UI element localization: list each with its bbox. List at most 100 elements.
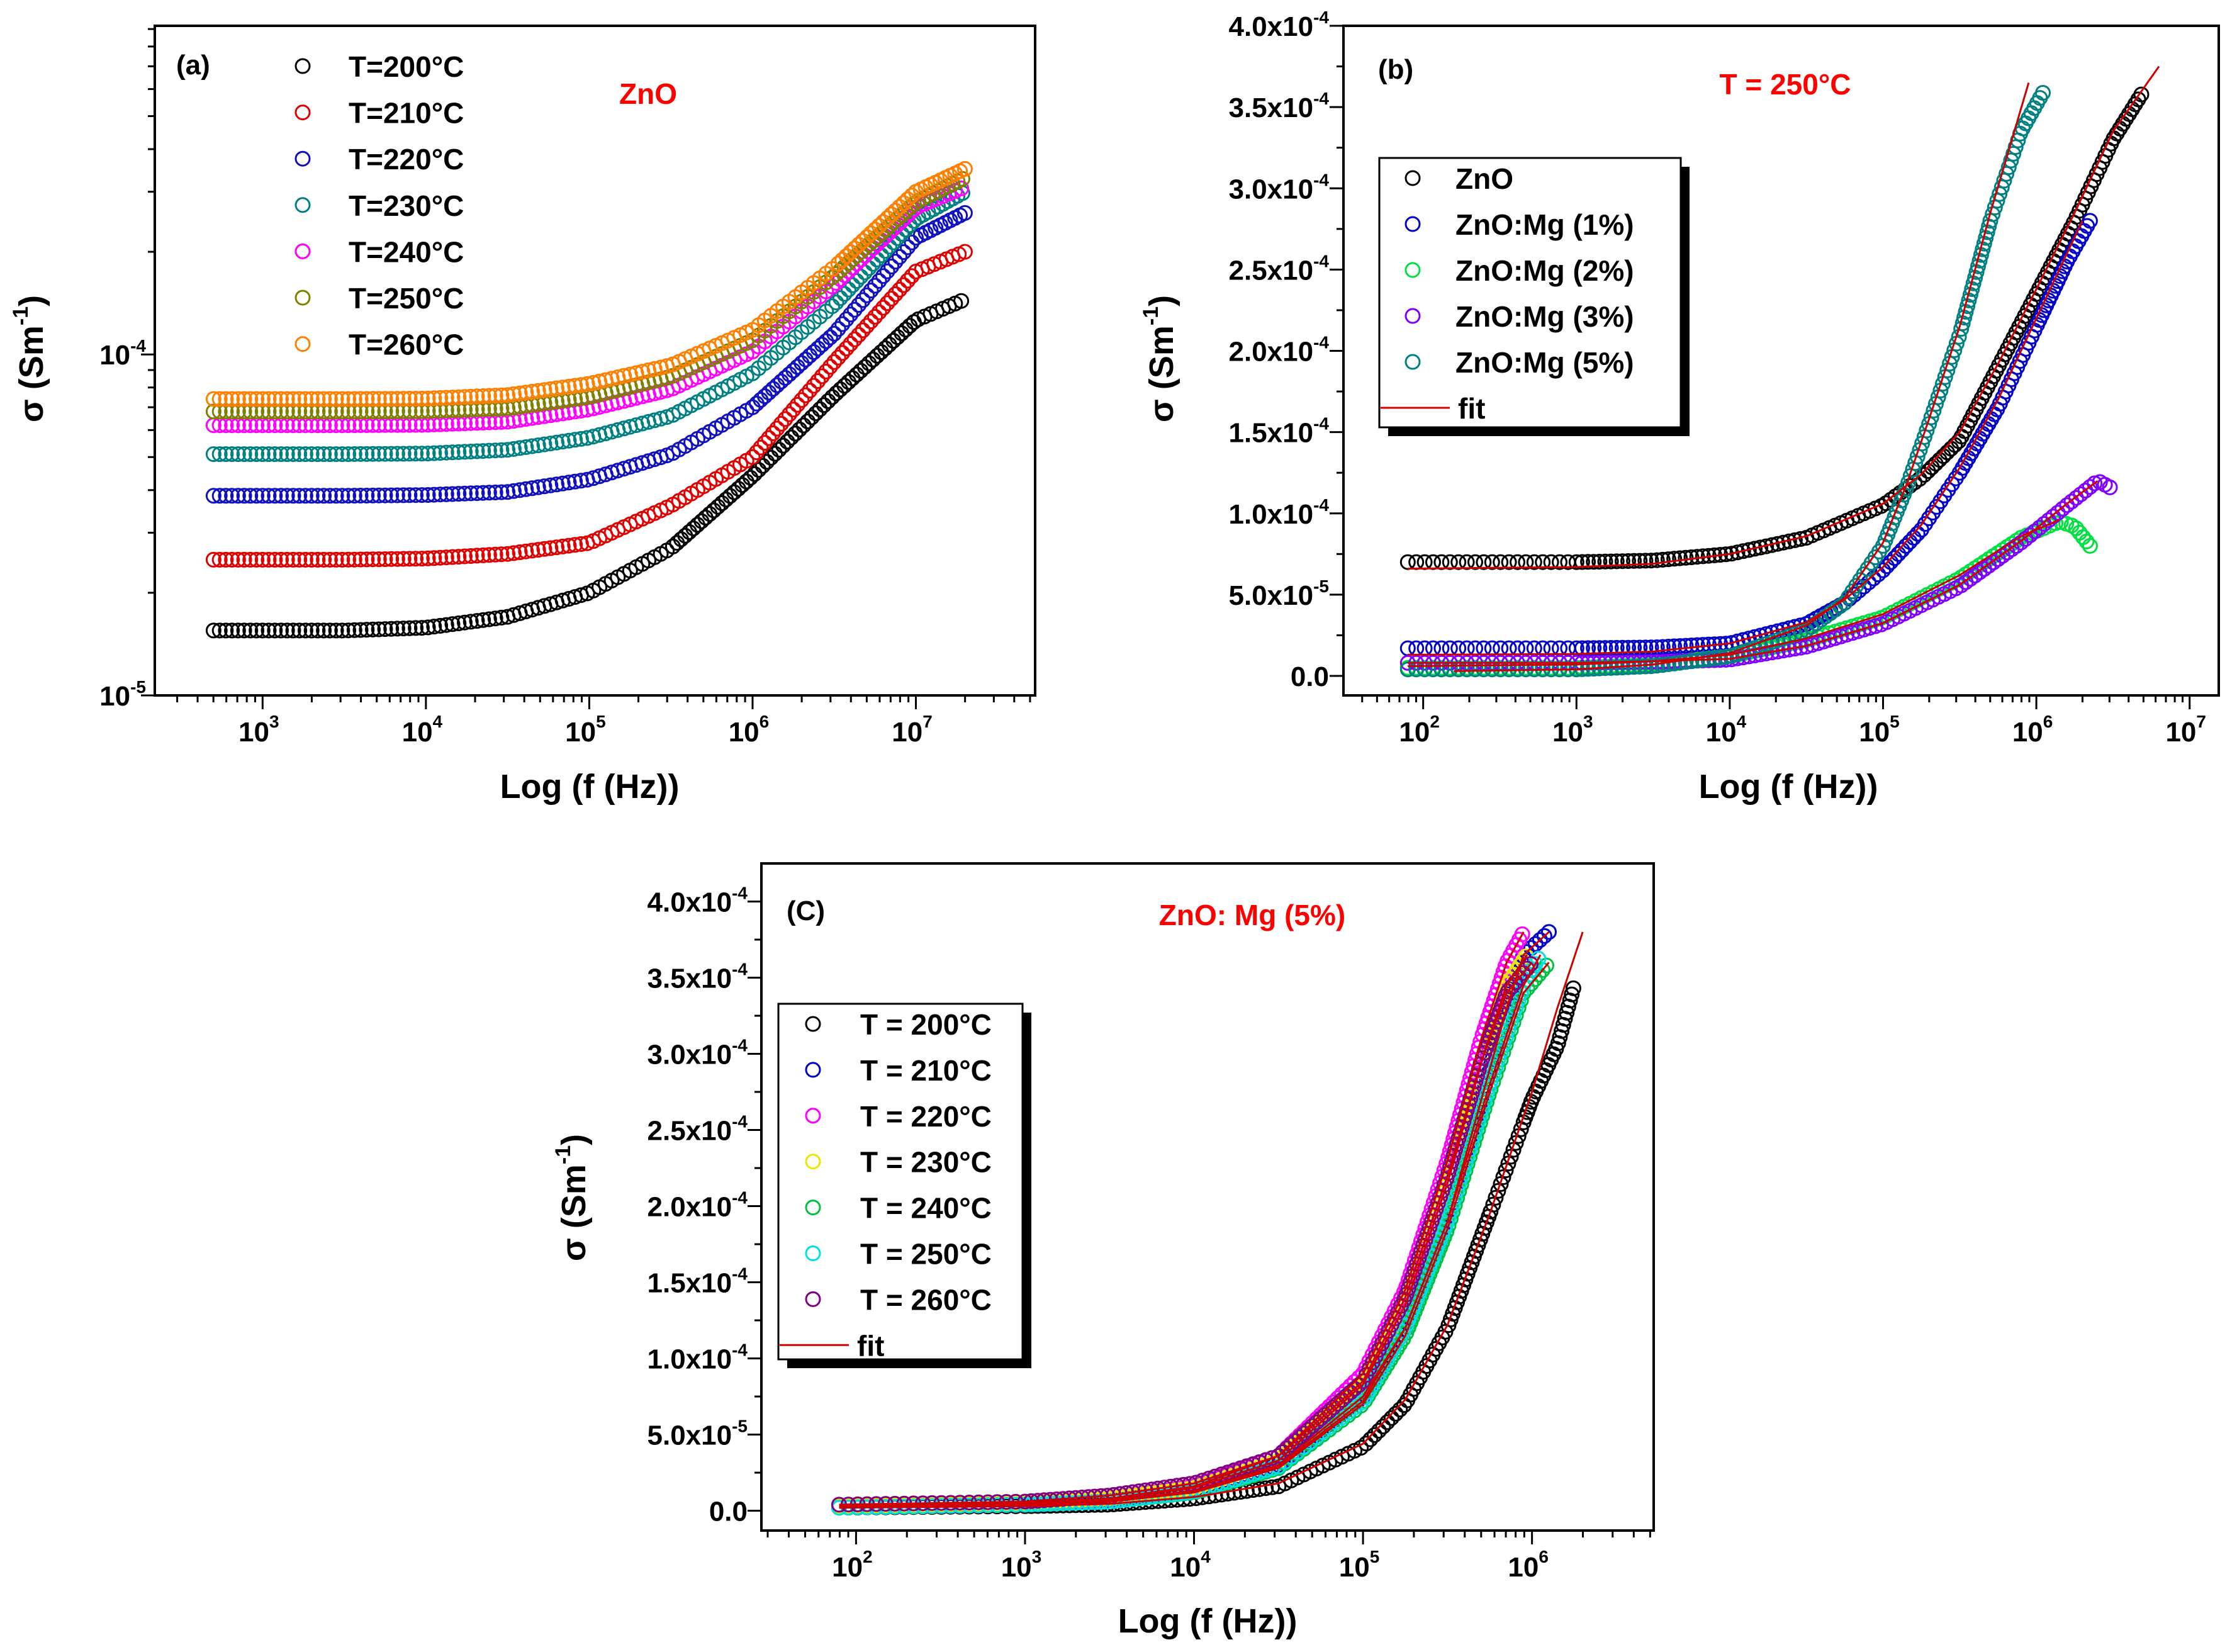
data-marker	[249, 391, 265, 407]
data-marker	[524, 542, 541, 559]
data-marker	[340, 403, 357, 420]
data-marker	[420, 446, 436, 462]
data-marker	[1523, 940, 1539, 956]
legend-item: T = 260°C	[805, 1283, 992, 1316]
data-marker	[463, 614, 479, 630]
data-marker	[401, 620, 418, 636]
data-marker	[705, 502, 722, 519]
data-marker	[389, 487, 405, 503]
data-marker	[1485, 1196, 1501, 1213]
data-marker	[457, 444, 473, 460]
data-marker	[714, 495, 730, 511]
data-marker	[365, 621, 381, 638]
data-marker	[887, 286, 904, 302]
data-marker	[785, 362, 802, 379]
data-marker	[785, 402, 802, 418]
data-marker	[826, 354, 843, 370]
data-marker	[487, 442, 503, 459]
legend-label: T=210°C	[349, 97, 464, 130]
y-tick-label: 1.0x10-4	[648, 1340, 748, 1375]
y-axis-title-base: σ (Sm	[13, 325, 50, 422]
data-marker	[352, 446, 369, 462]
x-tick-label: 104	[1706, 712, 1747, 748]
x-tick-label-base: 10	[238, 717, 269, 748]
legend-marker-icon	[805, 1200, 821, 1216]
data-marker	[2005, 145, 2022, 162]
data-marker	[1643, 553, 1659, 569]
y-axis: 10-510-4	[99, 28, 155, 712]
data-marker	[673, 531, 689, 548]
data-marker	[1660, 551, 1676, 568]
y-tick-label: 3.0x10-4	[1229, 170, 1330, 205]
data-marker	[2000, 159, 2017, 176]
data-marker	[395, 446, 412, 462]
data-marker	[859, 318, 875, 334]
series-t-210-c	[205, 244, 973, 568]
data-marker	[408, 487, 424, 503]
data-marker	[1371, 1423, 1387, 1439]
data-marker	[383, 621, 400, 637]
data-marker	[224, 488, 240, 504]
x-tick-label: 106	[2012, 712, 2053, 748]
data-marker	[242, 488, 259, 504]
legend-item: ZnO:Mg (5%)	[1404, 346, 1634, 379]
legend-label: T=250°C	[349, 282, 464, 315]
data-marker	[432, 617, 449, 634]
data-marker	[956, 244, 973, 260]
data-marker	[1493, 554, 1509, 570]
data-marker	[395, 551, 412, 567]
data-marker	[802, 383, 818, 399]
panel-label: (b)	[1378, 54, 1413, 85]
data-marker	[2133, 86, 2150, 103]
data-marker	[838, 311, 855, 327]
y-axis: 0.05.0x10-51.0x10-41.5x10-42.0x10-42.5x1…	[648, 884, 761, 1527]
data-marker	[573, 377, 589, 393]
y-tick-label: 0.0	[709, 1497, 748, 1527]
x-tick-label: 105	[1339, 1547, 1380, 1583]
data-marker	[1358, 1436, 1374, 1452]
data-marker	[420, 403, 436, 419]
data-marker	[953, 293, 970, 309]
data-marker	[249, 446, 265, 463]
data-marker	[230, 551, 246, 568]
data-marker	[561, 537, 577, 554]
data-marker	[328, 622, 344, 639]
data-marker	[816, 397, 832, 413]
data-marker	[834, 316, 851, 332]
data-marker	[771, 442, 787, 458]
data-marker	[1672, 638, 1688, 655]
data-marker	[291, 403, 308, 420]
data-marker	[457, 548, 473, 565]
data-marker	[843, 336, 859, 352]
data-marker	[261, 551, 277, 568]
data-marker	[542, 540, 559, 556]
data-marker	[340, 622, 357, 639]
data-marker	[236, 622, 252, 639]
data-marker	[365, 391, 381, 407]
data-marker	[567, 537, 583, 553]
data-marker	[346, 488, 362, 504]
data-marker	[463, 485, 479, 502]
data-marker	[765, 381, 781, 397]
y-tick-label: 4.0x10-4	[1229, 8, 1330, 42]
data-marker	[846, 331, 863, 347]
data-marker	[1467, 554, 1483, 570]
legend-marker-icon	[1404, 308, 1421, 324]
data-marker	[346, 403, 362, 420]
data-marker	[334, 403, 350, 420]
data-marker	[693, 513, 710, 529]
data-marker	[759, 454, 775, 470]
data-marker	[861, 355, 877, 371]
data-marker	[561, 432, 577, 449]
data-marker	[469, 388, 485, 405]
data-marker	[236, 391, 252, 407]
data-marker	[340, 551, 357, 568]
data-marker	[738, 473, 754, 490]
data-marker	[451, 549, 467, 565]
x-tick-label-base: 10	[565, 717, 596, 748]
plot-frame	[154, 25, 1036, 697]
legend-item: T=230°C	[294, 189, 464, 222]
y-tick-label-base: 2.0x10	[1229, 337, 1314, 368]
